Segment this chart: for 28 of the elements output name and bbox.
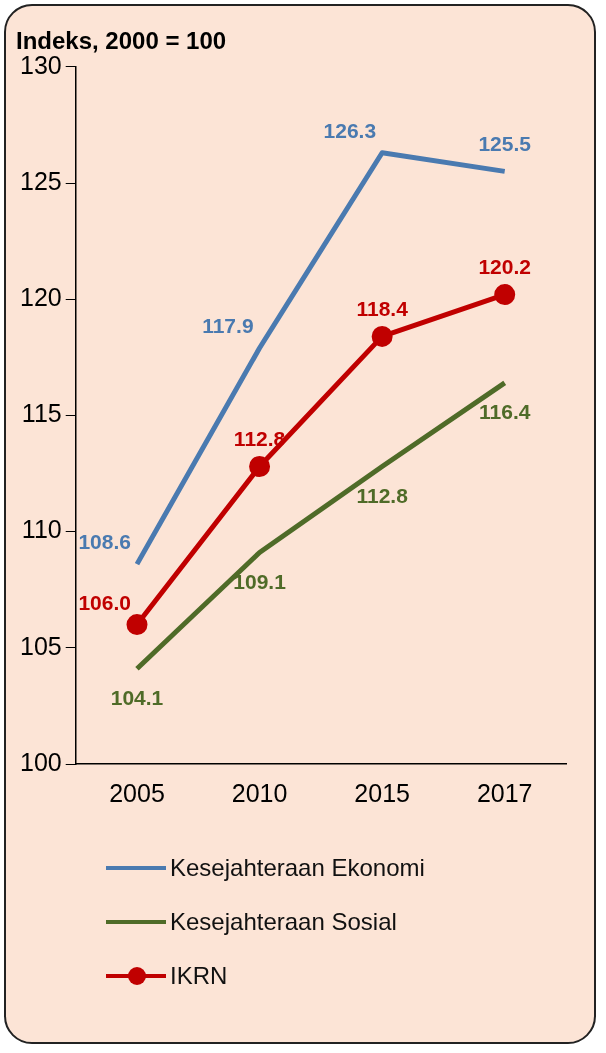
x-tick-label: 2015 xyxy=(354,778,410,807)
y-tick-label: 100 xyxy=(19,747,62,776)
legend-label: IKRN xyxy=(170,962,228,990)
x-tick-label: 2017 xyxy=(476,778,533,807)
data-label: 106.0 xyxy=(78,590,131,614)
point xyxy=(249,456,271,478)
y-tick-label: 105 xyxy=(19,631,62,660)
legend-label: Kesejahteraan Ekonomi xyxy=(170,854,425,882)
y-tick-label: 110 xyxy=(21,515,62,544)
x-tick-label: 2010 xyxy=(231,778,288,807)
data-label: 104.1 xyxy=(110,686,164,710)
point xyxy=(494,284,516,306)
data-label: 108.6 xyxy=(78,530,131,554)
data-label: 118.4 xyxy=(356,296,409,320)
data-label: 109.1 xyxy=(233,569,287,593)
data-label: 112.8 xyxy=(356,483,409,507)
y-tick-label: 125 xyxy=(19,166,62,195)
data-label: 125.5 xyxy=(478,131,532,155)
point xyxy=(126,614,148,636)
x-tick-label: 2005 xyxy=(109,778,165,807)
y-tick-label: 115 xyxy=(21,399,62,428)
legend-label: Kesejahteraan Sosial xyxy=(170,908,397,936)
point xyxy=(371,325,393,347)
data-label: 120.2 xyxy=(478,254,531,278)
y-tick-label: 120 xyxy=(19,283,62,312)
data-label: 126.3 xyxy=(323,119,377,143)
data-label: 117.9 xyxy=(202,314,254,338)
data-label: 116.4 xyxy=(479,400,531,424)
